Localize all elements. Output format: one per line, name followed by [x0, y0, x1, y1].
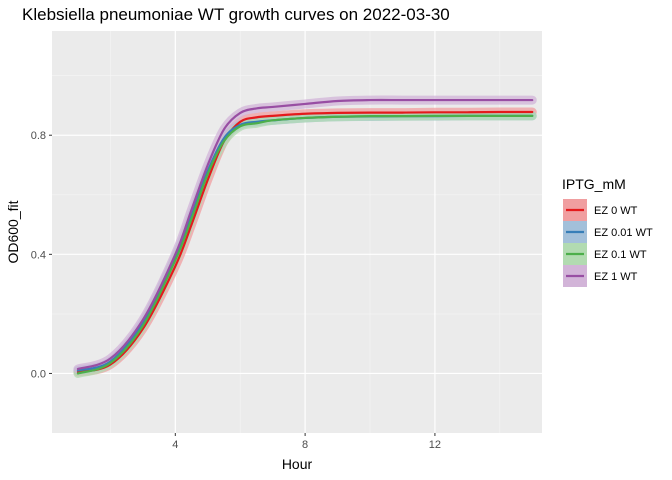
legend-label: EZ 1 WT [594, 271, 638, 283]
y-tick-label: 0.0 [31, 368, 46, 380]
plot-panel [52, 31, 542, 433]
chart-title: Klebsiella pneumoniae WT growth curves o… [22, 5, 450, 24]
legend-label: EZ 0.1 WT [594, 249, 647, 261]
legend-title: IPTG_mM [562, 176, 626, 192]
axis-ticks: 4 8 12 0.0 0.4 0.8 [31, 130, 441, 451]
series-line [76, 110, 534, 374]
y-tick-label: 0.4 [31, 249, 46, 261]
y-tick-label: 0.8 [31, 130, 46, 142]
series-line [76, 98, 534, 371]
y-axis-title: OD600_fit [5, 200, 21, 263]
x-tick-label: 8 [302, 439, 308, 451]
series-layer [73, 95, 537, 378]
series-line [76, 114, 534, 375]
grid [52, 31, 542, 433]
x-axis-title: Hour [282, 456, 313, 472]
x-tick-label: 12 [429, 439, 441, 451]
legend-label: EZ 0 WT [594, 205, 638, 217]
legend: IPTG_mM EZ 0 WT EZ 0.01 WT EZ 0.1 WT EZ 1 W… [562, 176, 653, 287]
legend-label: EZ 0.01 WT [594, 227, 653, 239]
x-tick-label: 4 [172, 439, 178, 451]
